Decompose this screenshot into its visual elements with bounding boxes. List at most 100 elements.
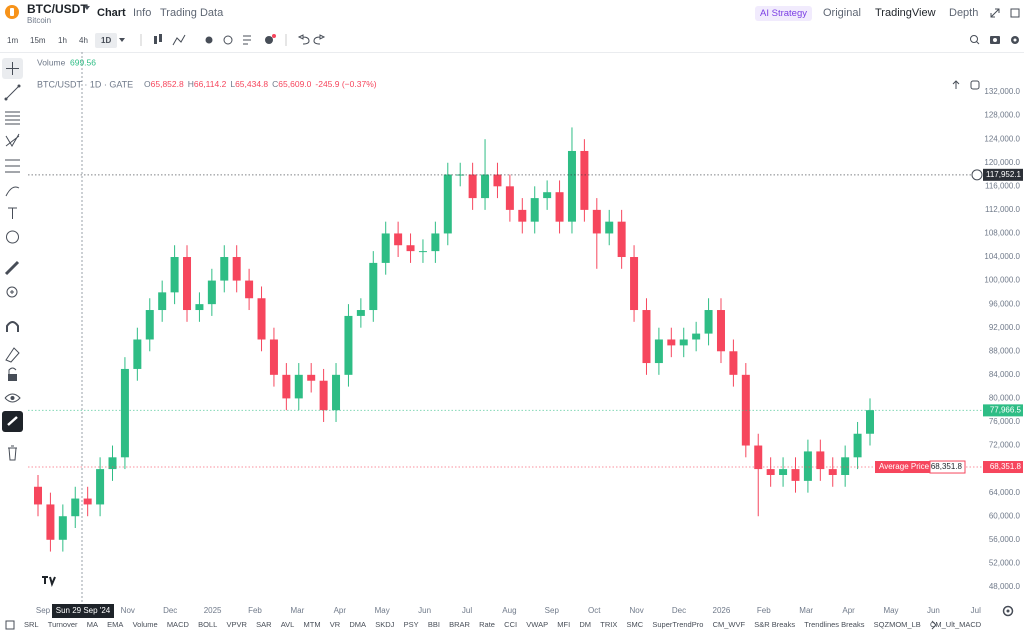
ai-strategy[interactable]: AI Strategy (755, 6, 812, 21)
y-tick-label: 120,000.0 (984, 158, 1020, 167)
crosshair-date: Sun 29 Sep '24 (56, 606, 111, 615)
indicator[interactable]: SRL (24, 620, 39, 629)
candle-body (431, 233, 440, 252)
indicator[interactable]: Rate (479, 620, 495, 629)
interval[interactable]: 1m (7, 36, 19, 45)
candle-body (245, 280, 254, 299)
drawing-tools[interactable] (0, 56, 26, 466)
indicator[interactable]: MFI (557, 620, 571, 629)
tag-value: 68,351.8 (931, 462, 963, 471)
indicator[interactable]: DM (579, 620, 592, 629)
view[interactable]: TradingView (875, 7, 936, 19)
price-label-bg (983, 168, 1023, 181)
candle-body (816, 451, 825, 470)
crosshair-add-icon[interactable] (971, 169, 983, 181)
indicator[interactable]: MA (86, 620, 98, 629)
caret[interactable] (84, 5, 90, 11)
indicator[interactable]: BBI (427, 620, 440, 629)
y-tick-label: 72,000.0 (989, 441, 1021, 450)
indicator[interactable]: S&R Breaks (754, 620, 796, 629)
candle-body (518, 209, 527, 222)
candle-body (592, 209, 601, 234)
candle-body (344, 315, 353, 375)
x-tick-label: Sep (36, 606, 51, 615)
interval[interactable]: 15m (30, 36, 46, 45)
candle-body (170, 257, 179, 293)
tab[interactable]: Info (133, 7, 152, 19)
x-tick-label: Feb (757, 606, 771, 615)
ohlc-value: 65,434.8 (235, 79, 268, 89)
indicator[interactable]: MACD (166, 620, 189, 629)
candle-body (120, 368, 129, 458)
indicator[interactable]: SQZMOM_LB (873, 620, 921, 629)
indicator[interactable]: DMA (349, 620, 367, 629)
indicator[interactable]: PSY (403, 620, 419, 629)
indicator-bar: SRL Turnover MA EMA Volume MACD BOLL VPVR SAR AVL… (24, 620, 981, 629)
instrument: BTC/USDT · 1D · GATE (37, 79, 133, 89)
indicator[interactable]: SAR (256, 620, 272, 629)
candle-body (779, 469, 788, 475)
indicator[interactable]: VWAP (526, 620, 549, 629)
indicator[interactable]: MTM (303, 620, 321, 629)
ohlc-key: L (230, 79, 235, 89)
tab[interactable]: Chart (97, 7, 126, 19)
indicator[interactable]: EMA (107, 620, 124, 629)
indicator[interactable]: Turnover (47, 620, 78, 629)
window-icons[interactable] (990, 8, 1020, 18)
indicator[interactable]: Trendlines Breaks (804, 620, 865, 629)
interval-active[interactable]: 1D (95, 33, 118, 48)
coin-icon (5, 5, 19, 19)
candle-body (456, 174, 465, 176)
y-tick-label: 64,000.0 (989, 488, 1021, 497)
price-label-bg (983, 404, 1023, 417)
x-tick-label: 2026 (713, 606, 731, 615)
indicator[interactable]: CM_WVF (712, 620, 746, 629)
symbol[interactable]: BTC/USDT (27, 2, 88, 16)
indicator[interactable]: VPVR (226, 620, 247, 629)
indicator[interactable]: BOLL (198, 620, 218, 629)
interval[interactable]: 1h (58, 36, 67, 45)
more-icon[interactable] (929, 620, 939, 630)
scroll-top-icon[interactable] (952, 80, 960, 89)
y-tick-label: 92,000.0 (989, 323, 1021, 332)
tv-logo (42, 576, 56, 587)
x-tick-label: May (375, 606, 390, 615)
indicator[interactable]: SMC (626, 620, 644, 629)
tool-icons[interactable] (117, 30, 327, 50)
candle-body (319, 380, 328, 411)
view[interactable]: Original (823, 7, 861, 19)
indicator[interactable]: SuperTrendPro (652, 620, 704, 629)
indicator[interactable]: TRIX (600, 620, 618, 629)
indicator-icon[interactable] (5, 620, 17, 630)
candle-body (257, 298, 266, 340)
right-tool-icons[interactable] (968, 34, 1022, 46)
x-tick-label: Sep (545, 606, 560, 615)
indicator[interactable]: BRAR (449, 620, 470, 629)
indicator[interactable]: CCI (504, 620, 518, 629)
y-tick-label: 84,000.0 (989, 370, 1021, 379)
tab[interactable]: Trading Data (160, 7, 224, 19)
volume-value: 699.56 (70, 57, 96, 67)
candle-body (841, 457, 850, 475)
x-tick-label: Mar (799, 606, 813, 615)
candle-body (803, 451, 812, 481)
reset-icon[interactable] (970, 80, 980, 90)
candle-body (729, 351, 738, 375)
candle-body (369, 262, 378, 311)
candle-body (195, 304, 204, 311)
x-tick-label: Dec (672, 606, 686, 615)
candle-body (505, 186, 514, 210)
view[interactable]: Depth (949, 7, 979, 19)
indicator[interactable]: AVL (280, 620, 295, 629)
price-label-bg (983, 461, 1023, 474)
y-tick-label: 96,000.0 (989, 299, 1021, 308)
indicator[interactable]: Volume (132, 620, 158, 629)
settings-icon[interactable] (1002, 605, 1014, 617)
candle-body (667, 339, 676, 346)
indicator[interactable]: CM_Ult_MACD (929, 620, 982, 629)
interval[interactable]: 4h (79, 36, 88, 45)
candle-body (530, 198, 539, 222)
indicator[interactable]: VR (329, 620, 341, 629)
indicator[interactable]: SKDJ (375, 620, 395, 629)
x-tick-label: Feb (248, 606, 262, 615)
